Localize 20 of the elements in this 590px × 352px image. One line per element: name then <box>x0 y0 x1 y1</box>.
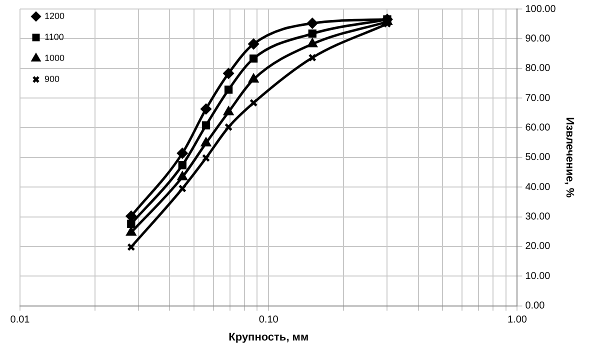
legend-label: 1200 <box>44 10 65 21</box>
y-tick-label: 40.00 <box>525 182 551 193</box>
legend-label: 900 <box>44 74 60 84</box>
y-tick-label: 50.00 <box>525 152 551 164</box>
legend-label: 1000 <box>44 52 65 63</box>
y-tick-label: 60.00 <box>525 122 551 134</box>
x-tick-label: 0.10 <box>258 314 279 326</box>
y-tick-label: 0.00 <box>525 300 546 312</box>
x-tick-label: 0.01 <box>10 314 30 326</box>
x-axis-title: Крупность, мм <box>228 331 309 344</box>
y-tick-label: 10.00 <box>525 270 551 282</box>
x-tick-label: 1.00 <box>507 314 528 326</box>
y-tick-label: 70.00 <box>525 92 551 104</box>
y-tick-label: 20.00 <box>525 241 551 252</box>
y-tick-label: 80.00 <box>525 63 551 74</box>
y-tick-label: 30.00 <box>525 212 551 223</box>
y-tick-label: 100.00 <box>525 4 556 15</box>
y-axis-title: Извлечение, % <box>563 117 576 198</box>
y-tick-label: 90.00 <box>525 33 551 44</box>
legend-label: 1100 <box>44 32 64 42</box>
